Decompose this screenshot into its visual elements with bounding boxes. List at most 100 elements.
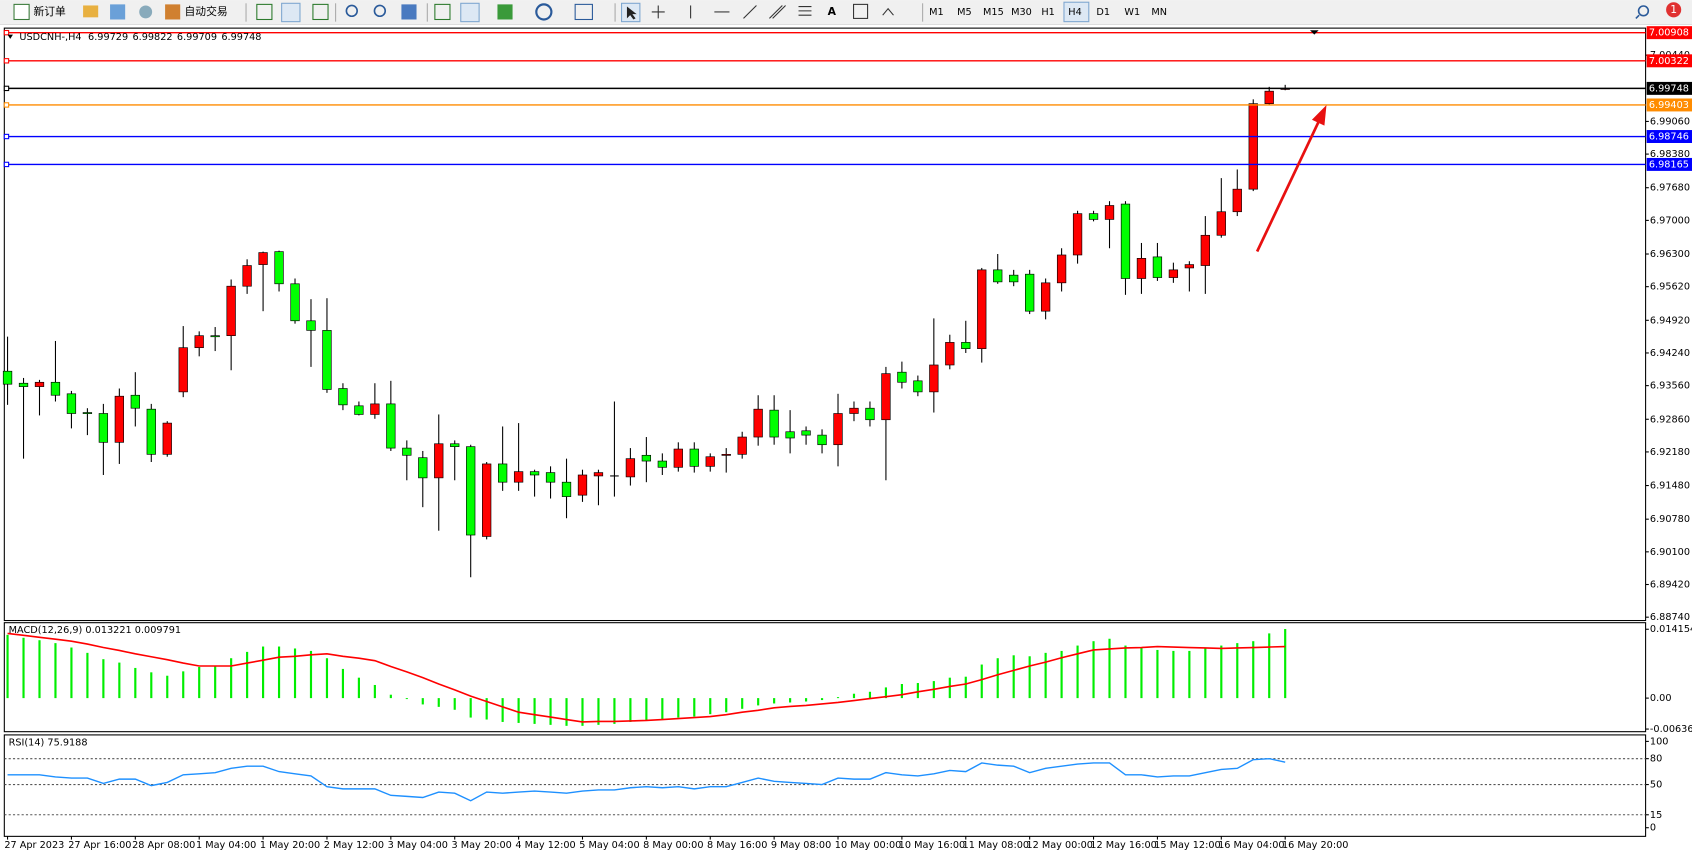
- macd-bar: [773, 698, 776, 704]
- indicators-icon[interactable]: [497, 4, 513, 20]
- timeframe-button[interactable]: H1: [1041, 7, 1054, 18]
- candle-body: [1200, 234, 1210, 266]
- macd-bar: [389, 694, 392, 699]
- periods-icon[interactable]: [535, 3, 553, 21]
- notification-badge[interactable]: [1666, 2, 1682, 18]
- search-icon[interactable]: [1637, 5, 1650, 17]
- candle-body: [1264, 90, 1274, 104]
- macd-bar: [677, 698, 680, 718]
- candle-body: [513, 471, 524, 483]
- x-tick-label: 4 May 12:00: [515, 840, 575, 851]
- text-icon[interactable]: A: [828, 5, 837, 18]
- chart-shift-icon[interactable]: [460, 2, 480, 23]
- candle-body: [945, 342, 955, 366]
- tool-icon[interactable]: [83, 5, 99, 18]
- y-tick-label: 6.97000: [1650, 215, 1690, 226]
- header-marker: [7, 34, 13, 39]
- new-order-button[interactable]: 新订单: [33, 5, 66, 18]
- fibo-icon[interactable]: [798, 5, 812, 16]
- new-order-icon[interactable]: [13, 3, 30, 21]
- timeframe-button[interactable]: D1: [1096, 7, 1110, 18]
- label-icon[interactable]: [853, 3, 869, 19]
- macd-bar: [996, 658, 999, 699]
- macd-bar: [629, 698, 632, 722]
- macd-bar: [725, 698, 728, 713]
- x-tick-label: 15 May 12:00: [1154, 840, 1221, 851]
- macd-bar: [1044, 652, 1047, 699]
- x-tick-label: 10 May 16:00: [899, 840, 966, 851]
- price-level-handle: [3, 102, 10, 108]
- macd-bar: [453, 698, 456, 710]
- macd-bar: [900, 684, 903, 699]
- timeframe-button[interactable]: M1: [929, 7, 944, 18]
- timeframe-selected: [1063, 1, 1090, 23]
- macd-signal-line: [7, 632, 1286, 723]
- timeframe-button[interactable]: M30: [1011, 7, 1032, 18]
- x-tick-label: 5 May 04:00: [579, 840, 639, 851]
- y-tick-label: 6.93560: [1650, 381, 1690, 392]
- x-tick-label: 3 May 20:00: [451, 840, 511, 851]
- auto-trading-icon[interactable]: [165, 4, 181, 20]
- chart-type-icon[interactable]: [256, 3, 273, 21]
- candle-body: [1104, 205, 1115, 220]
- tool-icon[interactable]: [110, 4, 126, 20]
- macd-bar: [741, 698, 744, 709]
- crosshair-icon[interactable]: [651, 5, 665, 19]
- candle-body: [561, 481, 572, 497]
- channel-icon[interactable]: [769, 5, 786, 19]
- y-tick-label: 6.97680: [1650, 183, 1690, 194]
- arrows-icon[interactable]: [882, 7, 894, 16]
- tool-icon[interactable]: [139, 5, 153, 19]
- price-level-label-bg: [1646, 54, 1692, 68]
- timeframe-button[interactable]: H4: [1068, 7, 1081, 18]
- candle-body: [98, 413, 109, 443]
- candle-body: [1120, 203, 1131, 279]
- timeframe-button[interactable]: W1: [1124, 7, 1140, 18]
- auto-trading-button[interactable]: 自动交易: [185, 5, 228, 18]
- candle-body: [1248, 103, 1258, 190]
- macd-bar: [517, 698, 520, 723]
- candle-body: [418, 457, 428, 479]
- zoom-out-icon[interactable]: [373, 4, 387, 18]
- macd-bar: [22, 637, 25, 699]
- chart-type-icon[interactable]: [312, 3, 329, 21]
- macd-bar: [166, 675, 169, 699]
- candle-body: [673, 448, 683, 468]
- annotation-arrowhead: [1311, 105, 1327, 126]
- templates-icon[interactable]: [574, 3, 593, 21]
- y-tick-label: 6.89420: [1650, 580, 1690, 591]
- macd-bar: [645, 698, 648, 721]
- y-tick-label: -0.006362: [1650, 724, 1692, 735]
- autoscroll-icon[interactable]: [434, 3, 451, 21]
- macd-bar: [1076, 645, 1079, 699]
- timeframe-button[interactable]: M5: [957, 7, 972, 18]
- macd-bar: [1012, 655, 1015, 699]
- timeframe-button[interactable]: M15: [983, 7, 1004, 18]
- x-tick-label: 9 May 08:00: [771, 840, 831, 851]
- macd-bar: [852, 693, 856, 699]
- last-low: 6.99709: [177, 32, 217, 43]
- chart-type-icon-selected[interactable]: [281, 2, 301, 23]
- candle-body: [913, 380, 923, 393]
- candle-body: [545, 472, 556, 483]
- timeframe-button[interactable]: MN: [1151, 7, 1167, 18]
- price-level-label: 7.00322: [1649, 56, 1689, 67]
- candle-body: [194, 335, 204, 349]
- macd-bar: [70, 647, 73, 699]
- candle-body: [482, 463, 492, 537]
- candle-body: [1056, 254, 1067, 284]
- zoom-in-icon[interactable]: [345, 4, 358, 18]
- macd-bar: [230, 658, 233, 699]
- trendline-icon[interactable]: [743, 5, 757, 19]
- y-tick-label: 6.96300: [1650, 249, 1690, 260]
- macd-bar: [1188, 650, 1191, 699]
- candle-body: [977, 269, 987, 349]
- y-tick-label: 0.00: [1650, 693, 1672, 704]
- tile-icon[interactable]: [401, 4, 417, 20]
- y-tick-label: 0: [1650, 823, 1656, 834]
- candle-body: [641, 454, 652, 462]
- y-tick-label: 6.91480: [1650, 481, 1690, 492]
- candle-body: [801, 430, 811, 436]
- main-pane: [3, 27, 1647, 622]
- x-tick-label: 16 May 20:00: [1282, 840, 1349, 851]
